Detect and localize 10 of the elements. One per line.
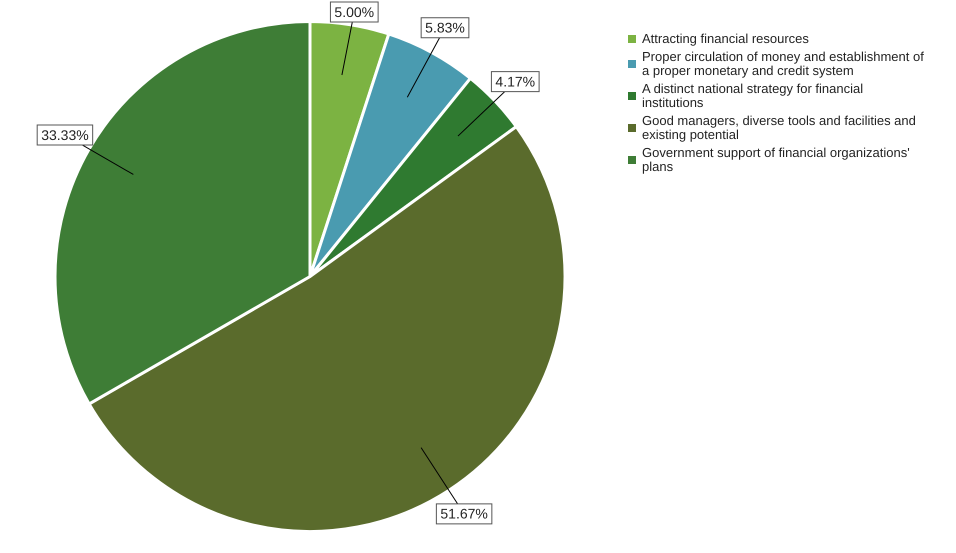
- data-label: 51.67%: [440, 506, 488, 522]
- data-label: 5.00%: [334, 4, 374, 20]
- legend-label: Attracting financial resources: [642, 31, 809, 46]
- legend-label: Proper circulation of money and establishment of a proper monetary and credit system: [642, 49, 925, 78]
- data-label: 4.17%: [495, 74, 536, 90]
- data-label: 5.83%: [425, 20, 465, 36]
- legend-label: Government support of financial organizations' plans: [642, 145, 911, 174]
- legend-label: Good managers, diverse tools and facilities and existing potential: [642, 113, 917, 142]
- data-label: 33.33%: [41, 126, 89, 143]
- legend-label: A distinct national strategy for financial institutions: [642, 81, 864, 110]
